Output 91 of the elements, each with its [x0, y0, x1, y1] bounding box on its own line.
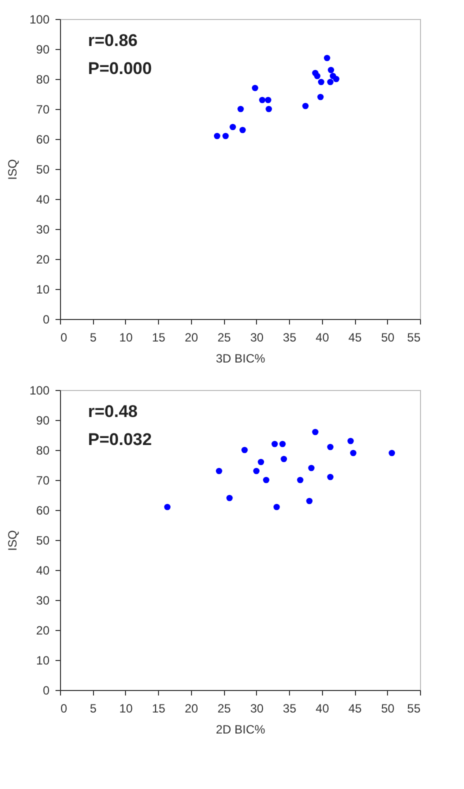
- y-tick-label: 20: [36, 252, 50, 266]
- point: [273, 504, 280, 510]
- x-tick-label: 20: [184, 330, 198, 344]
- x-tick-label: 35: [282, 330, 297, 344]
- annotation: P=0.000: [88, 59, 152, 78]
- y-tick-label: 40: [36, 564, 50, 578]
- y-tick-label: 100: [29, 384, 50, 398]
- x-tick-label: 55: [407, 330, 421, 344]
- y-tick-label: 50: [36, 534, 50, 548]
- point: [222, 132, 229, 140]
- x-axis-title: 3D BIC%: [216, 352, 266, 366]
- point: [302, 102, 309, 110]
- point: [279, 440, 286, 448]
- x-tick-label: 40: [316, 330, 330, 344]
- point: [226, 494, 233, 502]
- point: [306, 498, 313, 504]
- x-tick-label: 40: [316, 702, 330, 716]
- point: [312, 428, 318, 436]
- y-tick-label: 80: [36, 444, 50, 458]
- point: [318, 78, 324, 86]
- x-tick-label: 55: [407, 702, 421, 716]
- y-axis-title: ISQ: [5, 530, 20, 551]
- x-tick-label: 25: [217, 330, 232, 344]
- x-tick-label: 5: [90, 330, 97, 344]
- point: [216, 468, 222, 474]
- y-tick-label: 0: [42, 684, 50, 698]
- x-tick-label: 45: [348, 330, 362, 344]
- point: [252, 84, 258, 92]
- point: [258, 458, 264, 466]
- point: [253, 468, 260, 474]
- y-tick-label: 10: [36, 654, 50, 668]
- point: [308, 464, 315, 472]
- x-tick-label: 45: [348, 702, 362, 716]
- x-tick-label: 30: [250, 330, 264, 344]
- x-tick-label: 10: [119, 330, 133, 344]
- point: [388, 450, 396, 456]
- x-axis-title: 2D BIC%: [216, 722, 266, 736]
- point: [314, 72, 320, 80]
- point: [266, 106, 272, 112]
- y-tick-label: 30: [36, 222, 50, 236]
- x-tick-label: 10: [119, 702, 133, 716]
- point: [333, 76, 340, 82]
- y-tick-label: 40: [36, 192, 50, 206]
- x-tick-label: 0: [60, 702, 68, 716]
- annotation: r=0.86: [88, 31, 138, 50]
- annotation: r=0.48: [88, 402, 138, 421]
- point: [230, 124, 236, 130]
- x-tick-label: 15: [152, 702, 166, 716]
- y-tick-label: 90: [36, 42, 50, 56]
- x-tick-label: 50: [381, 330, 395, 344]
- point: [241, 446, 248, 454]
- y-tick-label: 10: [36, 282, 50, 296]
- annotation: P=0.032: [88, 430, 152, 449]
- y-tick-label: 70: [36, 102, 50, 116]
- x-tick-label: 30: [250, 702, 264, 716]
- x-tick-label: 20: [184, 702, 198, 716]
- point: [263, 476, 270, 484]
- y-tick-label: 70: [36, 474, 50, 488]
- point: [214, 132, 220, 140]
- x-tick-label: 35: [282, 702, 297, 716]
- y-tick-label: 20: [36, 624, 50, 638]
- y-tick-label: 60: [36, 504, 50, 518]
- y-tick-label: 50: [36, 162, 50, 176]
- point: [259, 96, 266, 104]
- y-tick-label: 30: [36, 594, 50, 608]
- point: [317, 94, 324, 100]
- point: [297, 476, 304, 484]
- point: [324, 54, 330, 62]
- point: [347, 438, 354, 444]
- x-tick-label: 50: [381, 702, 395, 716]
- x-tick-label: 15: [152, 330, 166, 344]
- x-tick-label: 0: [60, 330, 68, 344]
- point: [264, 96, 272, 104]
- y-tick-label: 100: [29, 12, 50, 26]
- point: [350, 450, 356, 456]
- point: [328, 66, 334, 74]
- y-tick-label: 0: [42, 312, 50, 326]
- point: [327, 474, 334, 480]
- y-axis-title: ISQ: [5, 159, 20, 180]
- point: [237, 106, 244, 112]
- y-tick-label: 90: [36, 414, 50, 428]
- point: [239, 126, 246, 134]
- x-tick-label: 5: [90, 702, 97, 716]
- x-tick-label: 25: [217, 702, 232, 716]
- point: [272, 440, 278, 448]
- y-tick-label: 80: [36, 72, 50, 86]
- point: [327, 78, 334, 86]
- point: [164, 504, 171, 510]
- y-tick-label: 60: [36, 132, 50, 146]
- point: [327, 444, 334, 450]
- point: [280, 456, 288, 462]
